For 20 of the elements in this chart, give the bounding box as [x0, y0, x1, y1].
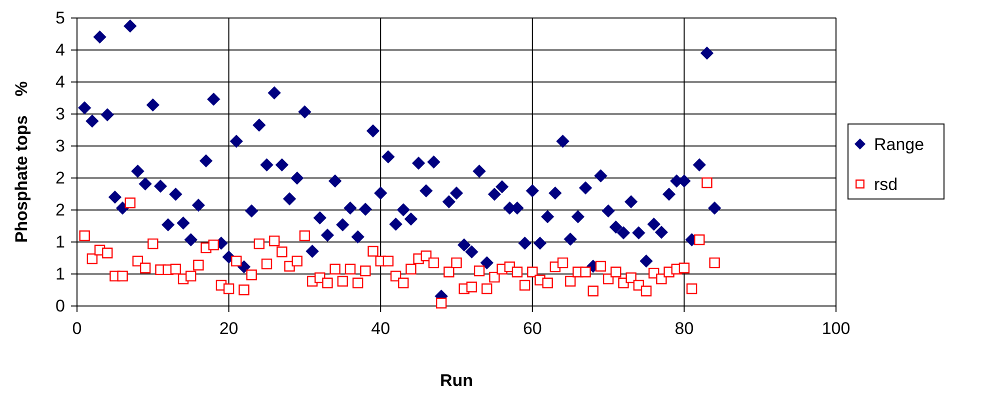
y-tick-label: 4 — [56, 72, 65, 92]
y-axis-title: Phosphate tops % — [12, 81, 31, 243]
x-tick-label: 40 — [371, 319, 390, 338]
y-tick-label: 3 — [56, 104, 65, 124]
x-tick-label: 60 — [522, 319, 542, 338]
x-tick-label: 20 — [219, 319, 238, 338]
legend-label: Range — [874, 134, 924, 154]
y-tick-label: 0 — [56, 296, 65, 316]
legend-label: rsd — [874, 174, 898, 194]
y-tick-label: 2 — [56, 168, 65, 188]
x-tick-label: 80 — [674, 319, 694, 338]
y-tick-label: 1 — [56, 264, 65, 284]
y-tick-label: 2 — [56, 200, 65, 220]
x-tick-label: 0 — [72, 319, 82, 338]
y-tick-label: 5 — [56, 8, 65, 28]
y-tick-label: 3 — [56, 136, 65, 156]
y-tick-label: 4 — [56, 40, 65, 60]
x-tick-label: 100 — [822, 319, 850, 338]
x-axis-title: Run — [440, 371, 474, 390]
y-tick-label: 1 — [56, 232, 65, 252]
